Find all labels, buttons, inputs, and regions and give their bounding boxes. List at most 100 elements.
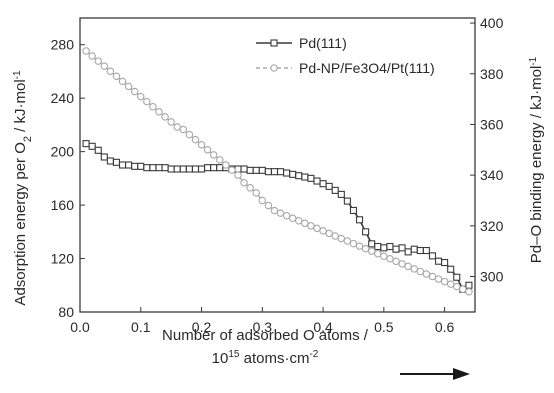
data-point <box>82 140 90 148</box>
x-tick-label: 0.1 <box>131 319 151 335</box>
data-point <box>361 244 370 253</box>
legend-label: Pd(111) <box>299 35 347 51</box>
data-point <box>416 267 425 276</box>
series-2 <box>82 47 473 296</box>
data-point <box>392 245 400 253</box>
data-point <box>380 252 388 260</box>
data-point <box>319 180 327 188</box>
data-point <box>434 275 443 283</box>
data-point <box>465 287 473 296</box>
data-point <box>264 168 272 176</box>
y-tick-label: 240 <box>51 90 75 106</box>
data-point <box>288 214 297 222</box>
right-y-axis: 300 320 340 360 380 400 <box>470 15 504 285</box>
data-point <box>161 113 169 121</box>
legend-label: Pd-NP/Fe3O4/Pt(111) <box>299 60 435 76</box>
data-point <box>325 182 333 190</box>
data-point <box>155 164 163 172</box>
data-point <box>131 162 139 170</box>
y2-tick-label: 340 <box>480 167 504 183</box>
data-point <box>307 174 315 182</box>
data-point <box>106 157 114 165</box>
data-point <box>313 224 321 233</box>
data-point <box>410 265 418 273</box>
legend-marker <box>270 64 278 72</box>
data-point <box>222 161 230 169</box>
data-point <box>173 123 181 131</box>
data-point <box>125 161 133 169</box>
data-point <box>149 164 157 172</box>
data-point <box>392 257 400 266</box>
y2-tick-label: 360 <box>480 116 504 132</box>
x-axis: 0.0 0.1 0.2 0.3 0.4 0.5 0.6 <box>70 307 455 335</box>
data-point <box>398 260 406 268</box>
data-point <box>112 72 121 81</box>
data-point <box>252 166 260 174</box>
data-point <box>362 228 370 236</box>
y-tick-label: 200 <box>51 144 75 160</box>
data-point <box>343 197 351 205</box>
data-point <box>167 118 175 126</box>
x-tick-label: 0.6 <box>435 319 455 335</box>
data-point <box>386 255 394 263</box>
data-point <box>234 171 242 179</box>
data-point <box>355 216 364 224</box>
data-point <box>319 227 327 235</box>
data-point <box>258 166 266 174</box>
data-point <box>112 158 121 166</box>
data-point <box>100 153 108 161</box>
data-point <box>349 206 358 214</box>
data-point <box>301 219 309 228</box>
data-point <box>197 165 206 173</box>
data-point <box>185 165 193 173</box>
series-layer <box>82 47 473 296</box>
data-point <box>367 247 376 255</box>
data-point <box>94 57 102 65</box>
x-tick-label: 0.0 <box>70 319 90 335</box>
data-point <box>446 280 455 288</box>
y-tick-label: 120 <box>51 251 75 267</box>
data-point <box>173 165 181 173</box>
data-point <box>343 237 352 245</box>
data-point <box>404 262 412 271</box>
data-point <box>422 270 431 278</box>
data-point <box>216 164 224 172</box>
data-point <box>374 242 382 251</box>
y-axis-title: Adsorption energy per O2 / kJ·mol-1 <box>12 70 35 306</box>
left-y-axis: 80 120 160 200 240 280 <box>51 37 85 320</box>
data-point <box>204 164 212 172</box>
data-point <box>167 165 175 173</box>
data-point <box>234 165 242 173</box>
data-point <box>185 130 194 139</box>
data-point <box>276 168 285 176</box>
data-point <box>410 245 418 253</box>
data-point <box>246 184 254 192</box>
y2-tick-label: 380 <box>480 66 504 82</box>
data-point <box>398 244 406 252</box>
x-tick-label: 0.2 <box>192 319 212 335</box>
data-point <box>179 165 187 173</box>
data-point <box>368 240 376 248</box>
data-point <box>137 162 145 170</box>
data-point <box>258 196 267 205</box>
data-point <box>441 259 449 267</box>
y-tick-label: 80 <box>58 304 74 320</box>
x-tick-label: 0.5 <box>374 319 394 335</box>
legend-marker <box>270 39 278 47</box>
data-point <box>295 172 303 180</box>
series-1 <box>82 140 473 293</box>
data-point <box>240 178 248 187</box>
y2-tick-label: 300 <box>480 269 504 285</box>
data-point <box>337 234 346 243</box>
data-point <box>453 282 461 291</box>
y-tick-label: 280 <box>51 37 75 53</box>
data-point <box>88 52 96 60</box>
legend: Pd(111) Pd-NP/Fe3O4/Pt(111) <box>256 35 435 76</box>
data-point <box>434 257 443 265</box>
data-point <box>106 67 115 75</box>
x-tick-label: 0.4 <box>313 319 333 335</box>
arrow-right-icon <box>400 368 470 380</box>
data-point <box>453 273 461 281</box>
data-point <box>325 229 333 238</box>
data-point <box>355 242 364 250</box>
